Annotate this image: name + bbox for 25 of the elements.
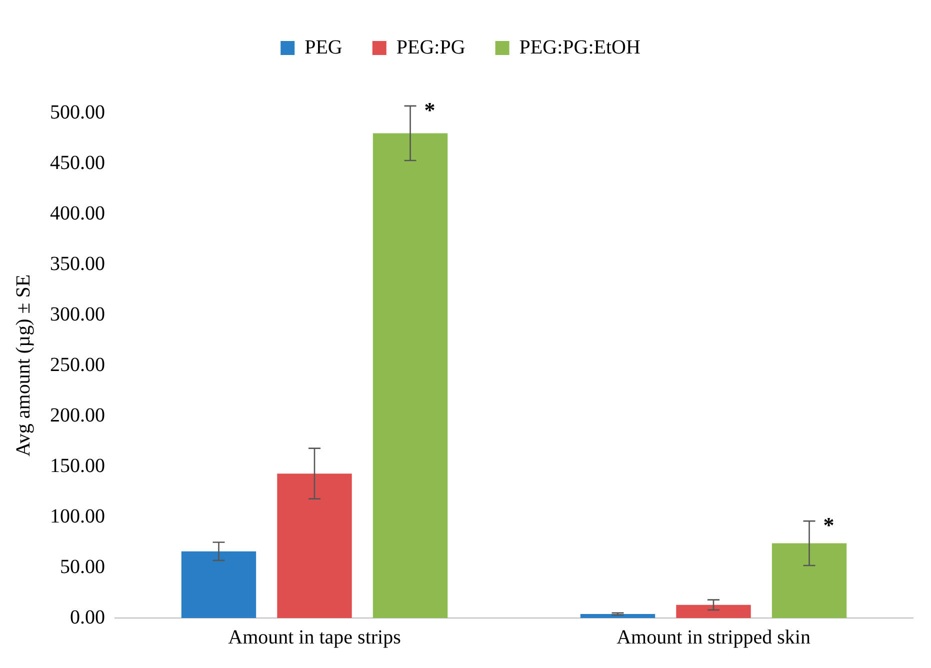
y-tick-label: 200.00	[50, 404, 105, 426]
y-tick-label: 0.00	[70, 606, 105, 628]
annotation: *	[823, 512, 834, 538]
y-tick-label: 50.00	[60, 556, 105, 578]
bar	[772, 543, 847, 618]
y-axis-title: Avg amount (µg) ± SE	[12, 274, 34, 457]
legend-label: PEG	[304, 36, 342, 58]
bar	[277, 474, 352, 618]
y-tick-label: 350.00	[50, 252, 105, 275]
y-tick-label: 250.00	[50, 354, 105, 376]
bar	[372, 133, 448, 618]
y-tick-label: 450.00	[50, 152, 105, 174]
y-tick-label: 100.00	[50, 505, 105, 528]
y-tick-label: 400.00	[50, 202, 105, 224]
annotation: *	[424, 98, 436, 123]
y-tick-label: 500.00	[50, 101, 105, 124]
bar	[181, 551, 256, 618]
y-tick-label: 150.00	[50, 454, 105, 477]
legend-label: PEG:PG	[396, 36, 466, 58]
y-tick-label: 300.00	[50, 303, 105, 326]
x-tick-label: Amount in tape strips	[228, 626, 402, 648]
x-tick-label: Amount in stripped skin	[616, 626, 810, 648]
bar	[676, 604, 751, 618]
bar	[580, 614, 656, 618]
legend-label: PEG:PG:EtOH	[519, 36, 640, 58]
